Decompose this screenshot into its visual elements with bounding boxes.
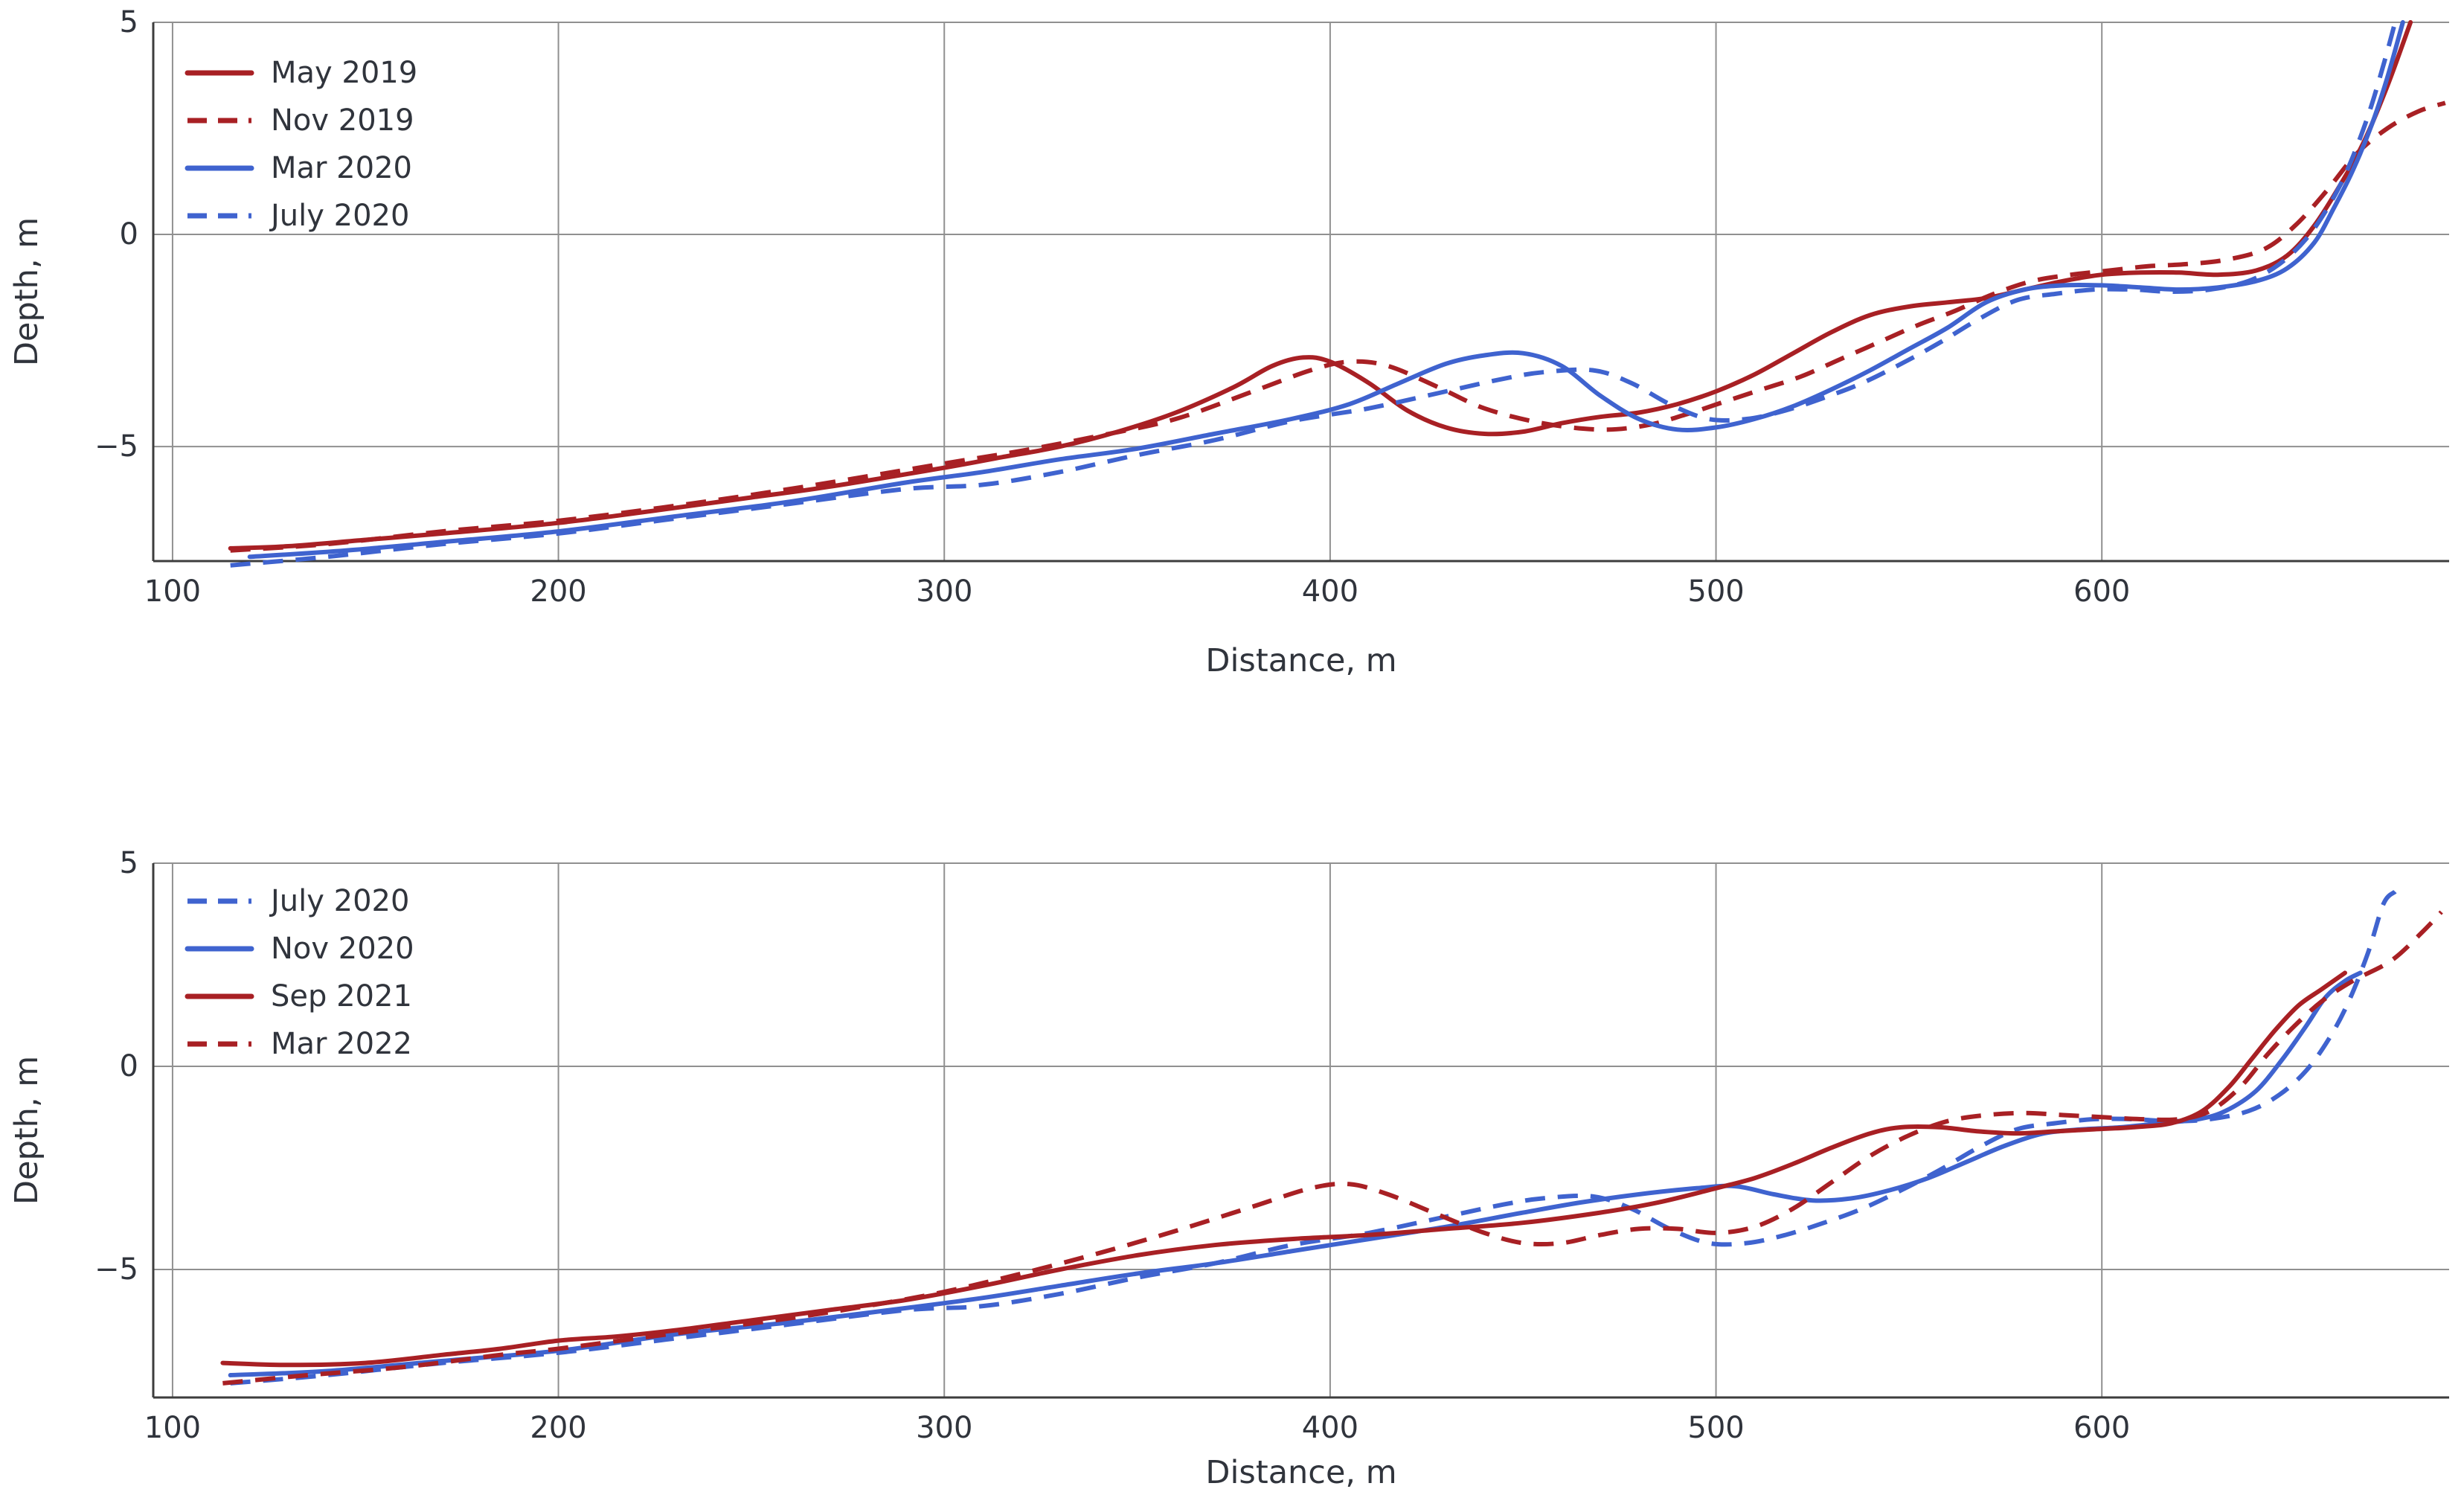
x-tick-label: 100 xyxy=(144,1411,201,1445)
legend-label: Mar 2022 xyxy=(271,1027,412,1061)
y-tick-label: 0 xyxy=(120,217,138,252)
series-line xyxy=(228,970,2363,1377)
legend-item[interactable]: Nov 2019 xyxy=(187,103,414,138)
legend-label: Mar 2020 xyxy=(271,151,412,185)
x-tick-label: 500 xyxy=(1687,1411,1744,1445)
x-tick-label: 300 xyxy=(916,1411,972,1445)
y-tick-label: 5 xyxy=(120,5,138,39)
legend-label: Sep 2021 xyxy=(271,979,412,1014)
legend-item[interactable]: May 2019 xyxy=(185,56,417,90)
legend-label: Nov 2019 xyxy=(271,103,414,138)
legend-label: July 2020 xyxy=(269,199,409,233)
depth-profile-chart-top: 100 200 300 400 500 600 5 0 −5 Distance, m Depth, … xyxy=(8,5,2449,679)
x-tick-label: 200 xyxy=(530,574,586,609)
legend-item[interactable]: Mar 2020 xyxy=(185,151,412,185)
series-line xyxy=(228,20,2413,551)
legend-label: July 2020 xyxy=(269,884,409,918)
y-tick-label: −5 xyxy=(94,429,138,464)
legend-label: Nov 2020 xyxy=(271,932,414,966)
legend-item[interactable]: Mar 2022 xyxy=(187,1027,412,1061)
y-tick-label: 0 xyxy=(120,1049,138,1083)
legend-item[interactable]: July 2020 xyxy=(187,199,409,233)
y-axis-title: Depth, m xyxy=(8,217,45,366)
series-line xyxy=(230,100,2446,553)
y-axis-title: Depth, m xyxy=(8,1056,45,1205)
x-tick-label: 400 xyxy=(1302,1411,1358,1445)
series-line xyxy=(220,970,2347,1368)
series-line xyxy=(230,22,2398,568)
x-tick-label: 600 xyxy=(2073,1411,2130,1445)
x-tick-label: 500 xyxy=(1687,574,1744,609)
x-tick-label: 600 xyxy=(2073,574,2130,609)
depth-profile-chart-bottom: 100 200 300 400 500 600 5 0 −5 Distance, m Depth, … xyxy=(8,846,2449,1489)
series-line xyxy=(222,910,2443,1386)
series-line xyxy=(247,20,2405,560)
x-axis-title: Distance, m xyxy=(1205,642,1396,679)
legend-item[interactable]: Sep 2021 xyxy=(185,979,412,1014)
y-tick-label: 5 xyxy=(120,846,138,880)
legend-item[interactable]: July 2020 xyxy=(187,884,409,918)
legend-item[interactable]: Nov 2020 xyxy=(185,932,414,966)
x-tick-label: 100 xyxy=(144,574,201,609)
y-tick-label: −5 xyxy=(94,1252,138,1287)
x-tick-label: 300 xyxy=(916,574,972,609)
x-tick-label: 200 xyxy=(530,1411,586,1445)
x-tick-label: 400 xyxy=(1302,574,1358,609)
legend-label: May 2019 xyxy=(271,56,417,90)
series-line xyxy=(230,889,2397,1386)
x-axis-title: Distance, m xyxy=(1205,1454,1396,1489)
